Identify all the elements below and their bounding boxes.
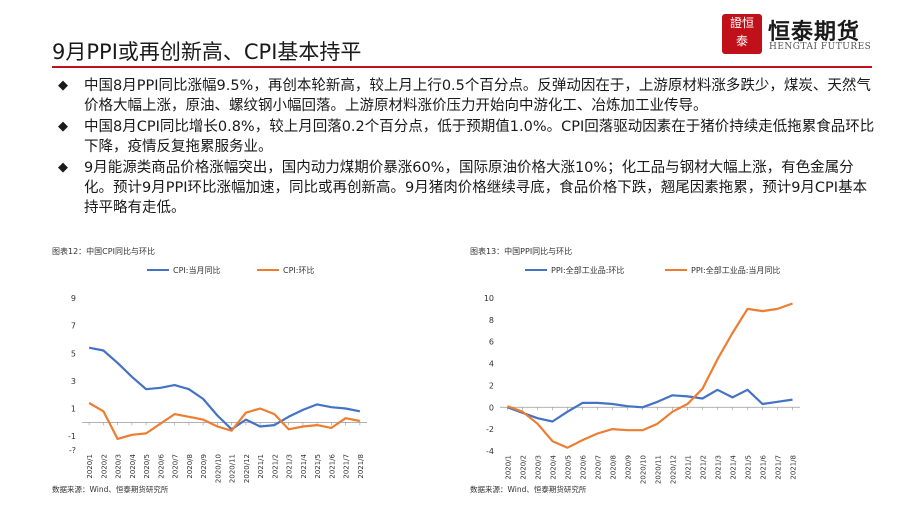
x-tick-label: 2021/6 (328, 453, 336, 478)
x-tick-label: 2020/5 (143, 454, 151, 479)
x-tick-label: 2021/5 (745, 455, 753, 480)
x-tick-label: 2021/8 (790, 455, 798, 480)
ppi-chart: 图表13：中国PPI同比与环比 PPI:全部工业品:环比 PPI:全部工业品:当月… (470, 244, 880, 500)
x-tick-label: 2020/4 (550, 454, 558, 479)
bullet-text: 中国8月CPI同比增长0.8%，较上月回落0.2个百分点，低于预期值1.0%。C… (84, 119, 875, 155)
x-tick-label: 2020/1 (86, 454, 94, 479)
x-tick-label: 2020/12 (670, 455, 678, 484)
x-tick-label: 2021/3 (715, 455, 723, 480)
page-title: 9月PPI或再创新高、CPI基本持平 (52, 40, 362, 64)
x-tick-label: 2020/9 (200, 454, 208, 479)
x-tick-label: 2020/7 (172, 454, 180, 479)
x-tick-label: 2020/1 (505, 455, 513, 480)
series-line (507, 388, 793, 423)
x-tick-label: 2021/4 (300, 453, 308, 478)
x-tick-label: 2020/3 (115, 454, 123, 479)
company-logo: 證恒泰 恒泰期货 HENGTAI FUTURES (722, 14, 892, 58)
bullet-text: 中国8月PPI同比涨幅9.5%，再创本轮新高，较上月上行0.5个百分点。反弹动因… (84, 78, 871, 114)
title-underline (52, 66, 872, 68)
x-tick-label: 2021/6 (760, 454, 768, 479)
x-tick-label: 2020/9 (625, 455, 633, 480)
legend-label: PPI:全部工业品:当月同比 (691, 265, 780, 275)
legend-label: PPI:全部工业品:环比 (551, 265, 624, 275)
cpi-chart: 图表12：中国CPI同比与环比 CPI:当月同比 CPI:环比 -? -1 1 3 5 7 9 2… (52, 244, 452, 500)
logo-seal: 證恒泰 (722, 14, 762, 54)
diamond-bullet-icon: ◆ (58, 78, 68, 93)
y-tick-label: 5 (71, 349, 76, 358)
bullet-item: ◆ 9月能源类商品价格涨幅突出，国内动力煤期价暴涨60%，国际原油价格大涨10%… (58, 158, 878, 218)
y-tick-label: -? (69, 446, 76, 455)
y-tick-label: 3 (71, 377, 76, 386)
chart-title: 图表13：中国PPI同比与环比 (470, 247, 573, 256)
y-tick-label: -1 (68, 432, 76, 441)
y-tick-label: -2 (486, 425, 494, 434)
x-tick-label: 2021/5 (314, 454, 322, 479)
x-tick-label: 2020/8 (186, 454, 194, 479)
x-tick-label: 2020/11 (655, 455, 663, 484)
x-tick-label: 2020/10 (640, 455, 648, 484)
y-tick-label: 4 (489, 360, 494, 369)
bullet-item: ◆ 中国8月CPI同比增长0.8%，较上月回落0.2个百分点，低于预期值1.0%… (58, 117, 878, 157)
x-tick-label: 2021/2 (271, 454, 279, 479)
x-tick-label: 2020/2 (100, 454, 108, 479)
x-tick-label: 2020/2 (520, 455, 528, 480)
bullet-list: ◆ 中国8月PPI同比涨幅9.5%，再创本轮新高，较上月上行0.5个百分点。反弹… (58, 76, 878, 219)
legend-label: CPI:当月同比 (173, 265, 220, 275)
x-tick-label: 2021/1 (257, 454, 265, 479)
series-line (507, 302, 793, 449)
x-tick-label: 2020/6 (580, 454, 588, 479)
y-tick-label: 10 (484, 294, 494, 303)
bullet-text: 9月能源类商品价格涨幅突出，国内动力煤期价暴涨60%，国际原油价格大涨10%；化… (84, 160, 868, 216)
ppi-chart-svg: PPI:全部工业品:环比 PPI:全部工业品:当月同比 -4 -2 0 2 4 6 8 10 202… (484, 265, 800, 484)
y-tick-label: 0 (489, 403, 494, 412)
x-tick-label: 2020/7 (595, 455, 603, 480)
logo-name: 恒泰期货 (768, 20, 861, 45)
chart-title: 图表12：中国CPI同比与环比 (52, 247, 155, 256)
chart-source: 数据来源：Wind、恒泰期货研究所 (470, 485, 587, 494)
y-tick-label: 2 (489, 381, 494, 390)
x-tick-label: 2021/1 (685, 455, 693, 480)
y-tick-label: 7 (71, 322, 76, 331)
y-tick-label: 1 (71, 405, 76, 414)
diamond-bullet-icon: ◆ (58, 119, 68, 134)
x-tick-label: 2020/3 (535, 455, 543, 480)
y-tick-label: -4 (486, 447, 494, 456)
chart-source: 数据来源：Wind、恒泰期货研究所 (52, 485, 169, 494)
series-line (88, 402, 361, 440)
x-tick-label: 2021/2 (700, 455, 708, 480)
legend-label: CPI:环比 (283, 265, 314, 275)
x-tick-label: 2020/5 (565, 455, 573, 480)
logo-english-name: HENGTAI FUTURES (769, 42, 872, 52)
y-tick-label: 8 (489, 316, 494, 325)
x-tick-label: 2020/8 (610, 455, 618, 480)
x-tick-label: 2020/10 (214, 454, 222, 483)
y-tick-label: 9 (71, 294, 76, 303)
series-line (88, 346, 361, 431)
bullet-item: ◆ 中国8月PPI同比涨幅9.5%，再创本轮新高，较上月上行0.5个百分点。反弹… (58, 76, 878, 116)
x-tick-label: 2021/4 (730, 454, 738, 479)
diamond-bullet-icon: ◆ (58, 160, 68, 175)
x-tick-label: 2021/7 (343, 454, 351, 479)
x-tick-label: 2020/6 (157, 453, 165, 478)
x-tick-label: 2020/11 (229, 454, 237, 483)
x-tick-label: 2020/4 (129, 453, 137, 478)
cpi-chart-svg: CPI:当月同比 CPI:环比 -? -1 1 3 5 7 9 2020/1 2020/2 2020/… (68, 265, 367, 483)
x-tick-label: 2021/7 (775, 455, 783, 480)
x-tick-label: 2021/8 (357, 454, 365, 479)
x-tick-label: 2021/3 (286, 454, 294, 479)
y-tick-label: 6 (489, 338, 494, 347)
x-tick-label: 2020/12 (243, 454, 251, 483)
